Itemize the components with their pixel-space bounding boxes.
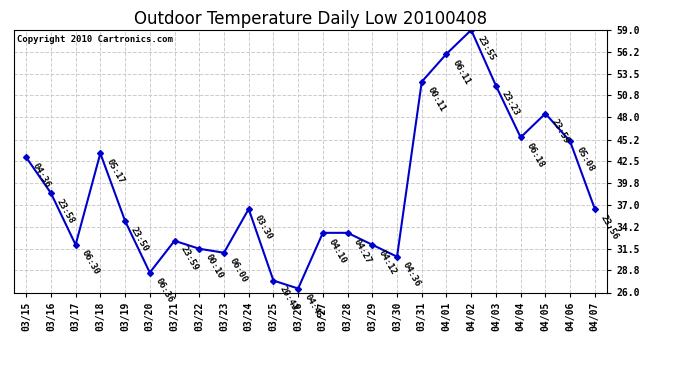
- Text: 23:59: 23:59: [179, 245, 200, 273]
- Text: 04:12: 04:12: [377, 249, 397, 277]
- Text: 05:17: 05:17: [104, 158, 126, 185]
- Text: 04:36: 04:36: [30, 162, 52, 189]
- Text: 20:43: 20:43: [277, 285, 299, 312]
- Title: Outdoor Temperature Daily Low 20100408: Outdoor Temperature Daily Low 20100408: [134, 10, 487, 28]
- Text: 23:59: 23:59: [549, 118, 571, 146]
- Text: 06:36: 06:36: [154, 277, 175, 304]
- Text: 06:00: 06:00: [228, 257, 249, 285]
- Text: 23:55: 23:55: [475, 34, 497, 62]
- Text: 23:56: 23:56: [599, 213, 620, 241]
- Text: 23:23: 23:23: [500, 90, 522, 118]
- Text: 06:11: 06:11: [451, 58, 472, 86]
- Text: 04:36: 04:36: [401, 261, 422, 289]
- Text: 04:45: 04:45: [302, 293, 324, 321]
- Text: 23:50: 23:50: [129, 225, 150, 253]
- Text: 00:11: 00:11: [426, 86, 447, 114]
- Text: 05:08: 05:08: [574, 146, 595, 173]
- Text: 23:58: 23:58: [55, 197, 77, 225]
- Text: 04:10: 04:10: [327, 237, 348, 265]
- Text: 06:30: 06:30: [80, 249, 101, 277]
- Text: 03:30: 03:30: [253, 213, 274, 241]
- Text: Copyright 2010 Cartronics.com: Copyright 2010 Cartronics.com: [17, 35, 172, 44]
- Text: 04:27: 04:27: [352, 237, 373, 265]
- Text: 06:18: 06:18: [525, 141, 546, 170]
- Text: 00:10: 00:10: [204, 253, 225, 281]
